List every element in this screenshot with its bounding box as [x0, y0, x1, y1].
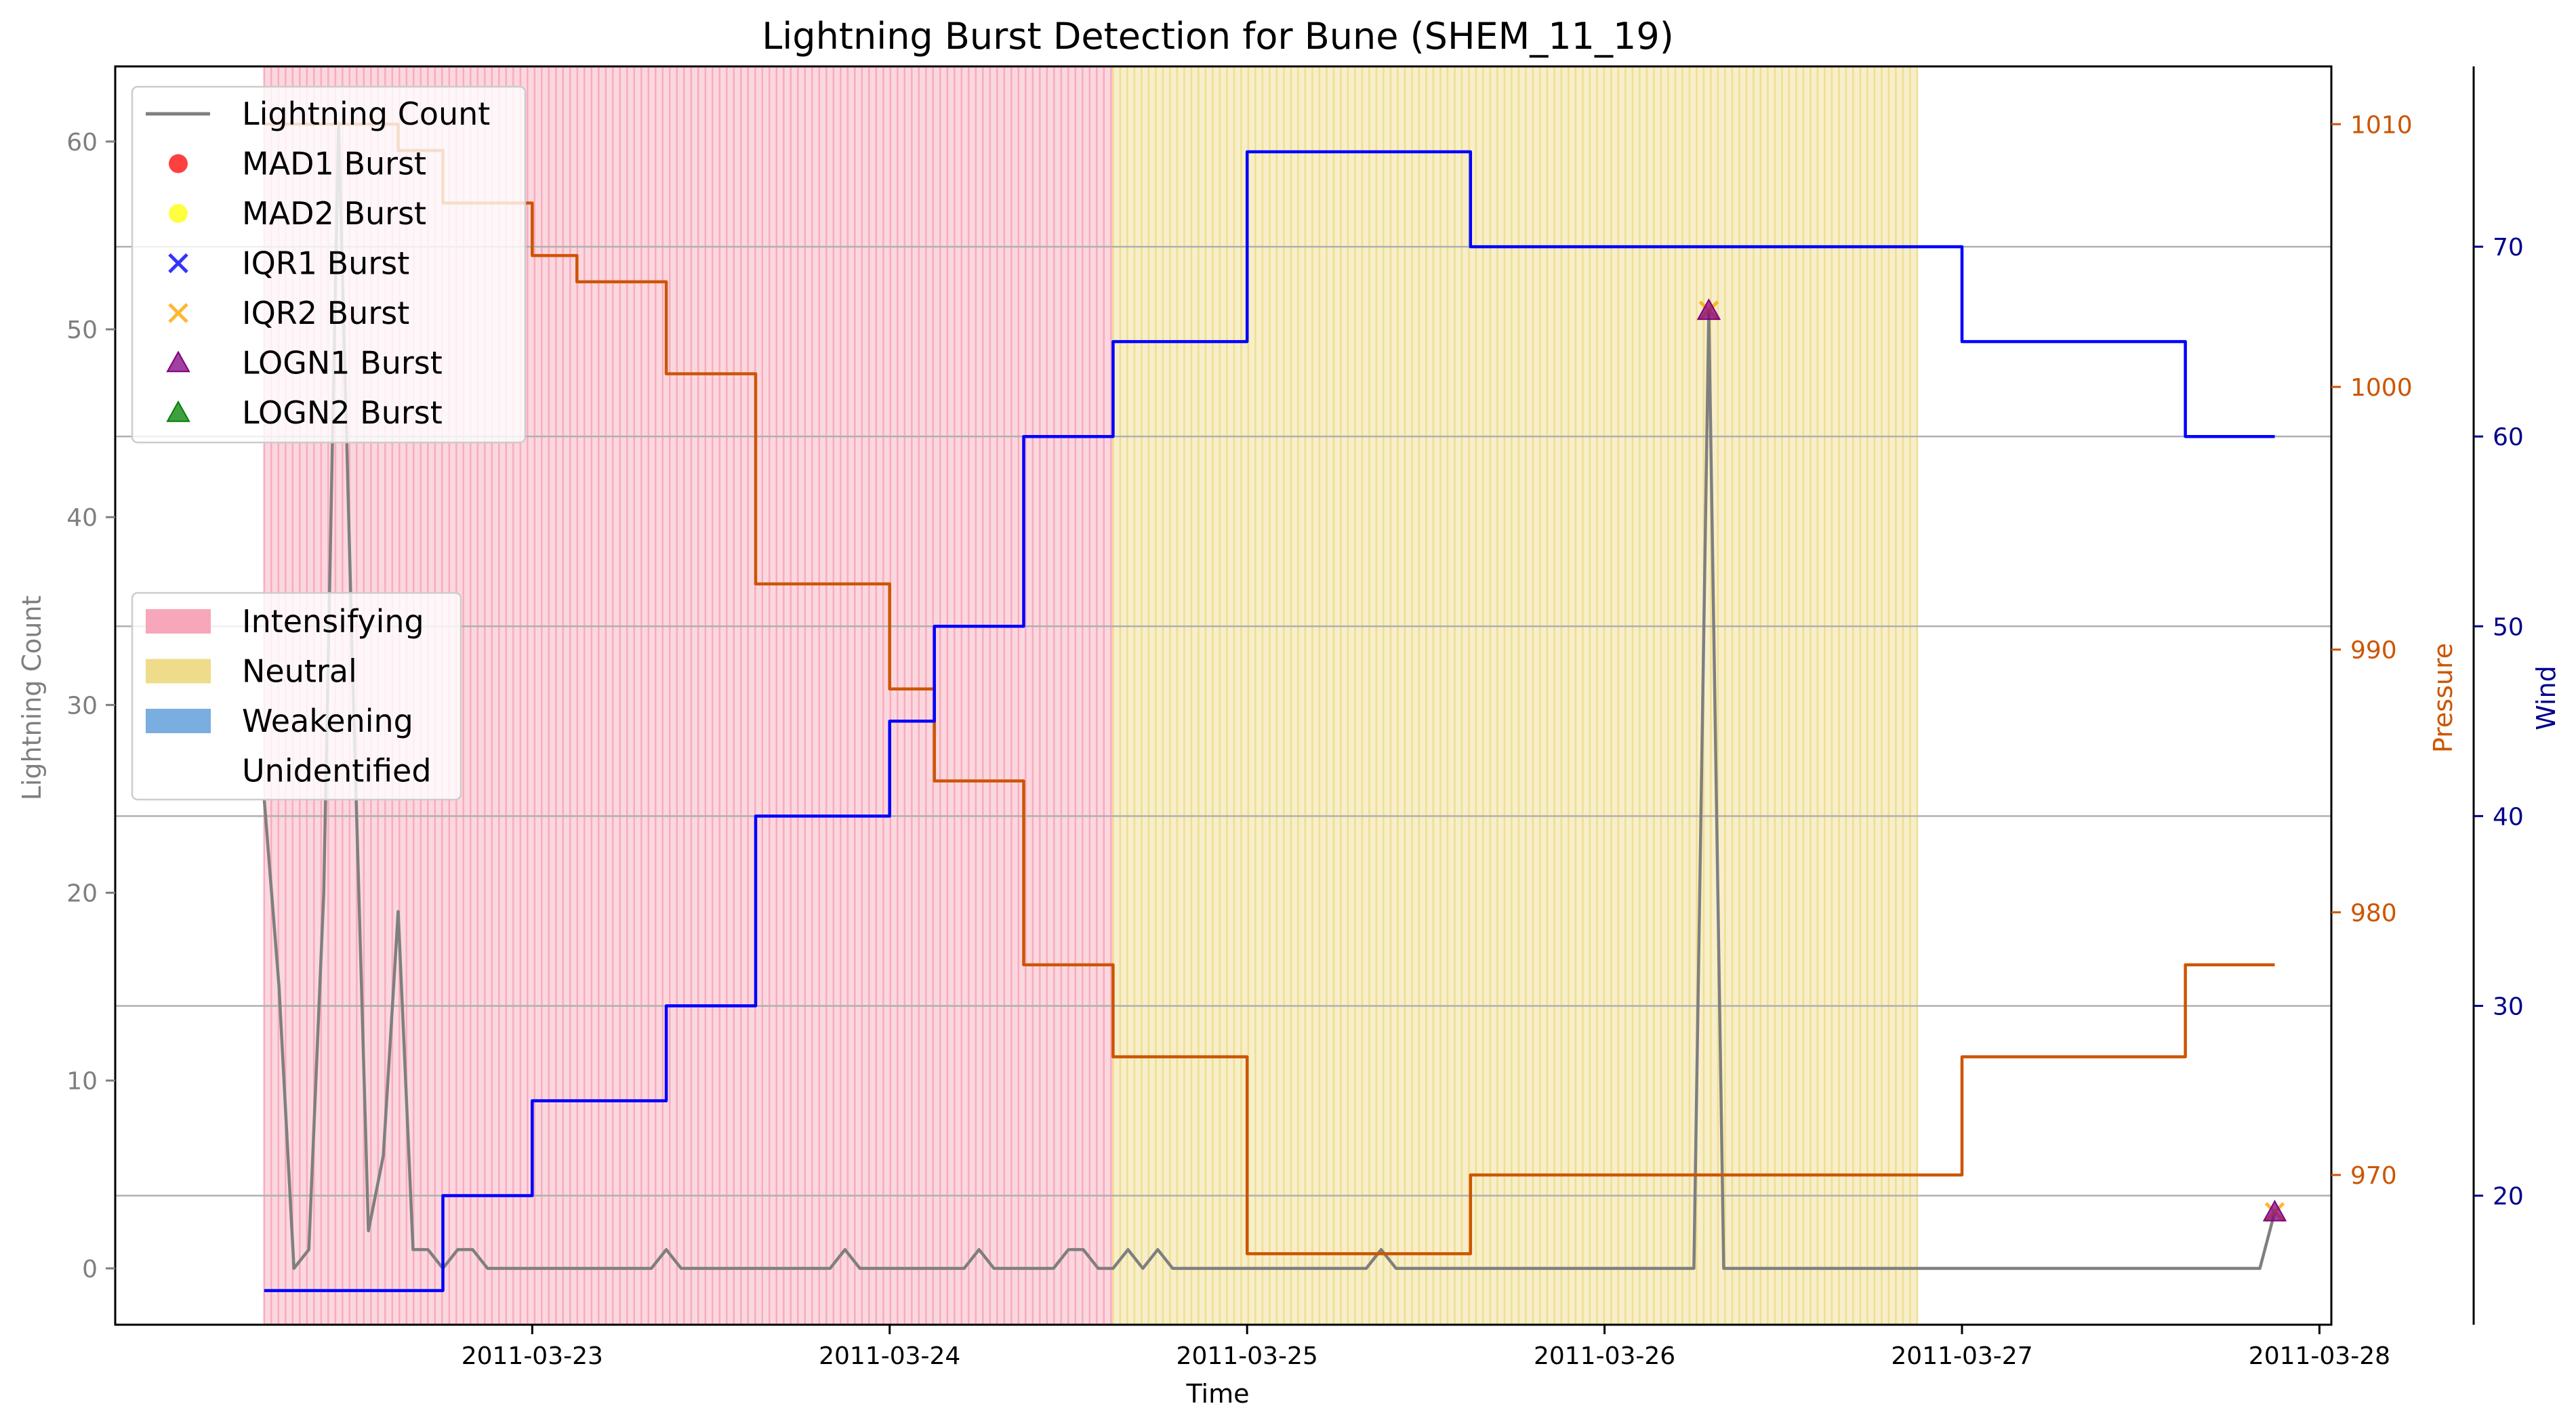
legend-bursts-frame [131, 85, 527, 444]
legend-marker-swatch [166, 350, 190, 373]
plot-frame [114, 65, 2333, 1326]
y-left-tick-label: 30 [66, 692, 98, 720]
y-pressure-tick-label: 1000 [2350, 374, 2413, 402]
y-wind-tick-label: 30 [2493, 993, 2524, 1020]
x-tick-label: 2011-03-28 [2249, 1342, 2390, 1370]
legend-phases: Intensifying Neutral Weakening Unidentified [131, 592, 462, 801]
y-left-tick-label: 10 [66, 1068, 98, 1096]
phase-hatch-neutral [1112, 66, 1919, 1325]
legend-marker-swatch [168, 303, 188, 323]
y-wind-tick-label: 40 [2493, 803, 2524, 831]
burst-marker-logn1-burst [1696, 298, 1721, 321]
series-line-lightning-count [262, 121, 2276, 1271]
legend-label: MAD1 Burst [242, 146, 426, 182]
legend-marker-swatch [169, 204, 188, 223]
legend-label: Lightning Count [242, 96, 490, 132]
legend-phase-swatch [146, 709, 211, 733]
legend-label: MAD2 Burst [242, 195, 426, 232]
y-pressure-tick-label: 990 [2350, 637, 2397, 665]
y-left-tick-label: 20 [66, 880, 98, 908]
legend-phases-frame [131, 592, 462, 801]
y-wind-tick-label: 60 [2493, 424, 2524, 451]
legend-label: Intensifying [242, 603, 424, 640]
legend-label: IQR1 Burst [242, 245, 409, 282]
legend-label: LOGN2 Burst [242, 394, 443, 431]
series-lines [262, 121, 2276, 1292]
y-pressure-tick-label: 1010 [2350, 111, 2413, 139]
y-axis-label-wind: Wind [2531, 665, 2561, 730]
y-wind-tick-label: 20 [2493, 1183, 2524, 1211]
x-tick-label: 2011-03-23 [462, 1342, 603, 1370]
y-left-tick-label: 40 [66, 504, 98, 532]
y-wind-tick-label: 70 [2493, 234, 2524, 262]
y-pressure-tick-label: 980 [2350, 899, 2397, 927]
legend-marker-swatch [169, 154, 188, 173]
legend-phase-swatch [146, 609, 211, 634]
legend-label: Neutral [242, 653, 357, 690]
x-tick-label: 2011-03-26 [1534, 1342, 1675, 1370]
y-axis-label-pressure: Pressure [2428, 643, 2458, 753]
legend-marker-swatch [168, 253, 188, 274]
series-line-wind [264, 150, 2275, 1292]
legend-bursts: Lightning Count MAD1 Burst MAD2 Burst IQR1 … [131, 85, 527, 444]
legend-phase-swatch [146, 659, 211, 684]
x-axis-label: Time [1186, 1379, 1250, 1409]
y-wind-tick-label: 50 [2493, 613, 2524, 641]
legend-label: Weakening [242, 703, 413, 739]
chart-title: Lightning Burst Detection for Bune (SHEM… [762, 15, 1674, 58]
axes: 2011-03-23 2011-03-24 2011-03-25 2011-03-26… [66, 65, 2524, 1370]
legend-label: Unidentified [242, 753, 432, 789]
burst-markers [1696, 298, 2287, 1222]
x-tick-label: 2011-03-25 [1177, 1342, 1318, 1370]
y-left-tick-label: 0 [82, 1256, 98, 1283]
legend-marker-swatch [166, 400, 190, 422]
y-left-tick-label: 60 [66, 129, 98, 157]
legend-label: LOGN1 Burst [242, 345, 443, 381]
x-tick-label: 2011-03-24 [819, 1342, 960, 1370]
burst-marker-logn1-burst [2262, 1199, 2287, 1222]
legend-phase-swatch [146, 758, 211, 783]
y-axis-label-lightning: Lightning Count [17, 596, 47, 801]
legend-label: IQR2 Burst [242, 295, 409, 331]
x-tick-label: 2011-03-27 [1891, 1342, 2032, 1370]
y-left-tick-label: 50 [66, 316, 98, 344]
y-pressure-tick-label: 970 [2350, 1162, 2397, 1190]
